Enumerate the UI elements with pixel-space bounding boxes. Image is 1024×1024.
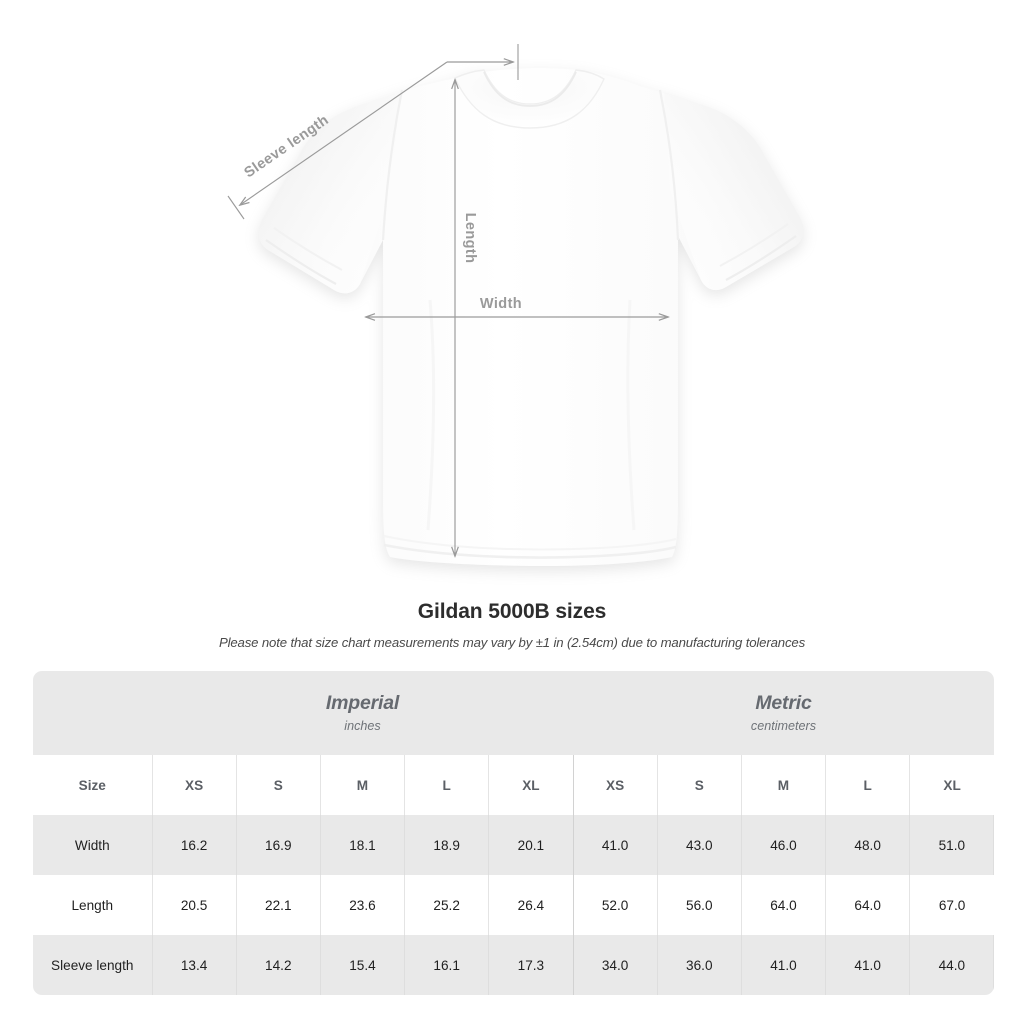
cell-width-metric-l: 48.0 <box>825 815 911 875</box>
cell-sleeve-imperial-s: 14.2 <box>236 935 321 995</box>
cell-length-imperial-xl: 26.4 <box>488 875 574 935</box>
cell-sleeve-imperial-l: 16.1 <box>404 935 490 995</box>
dimension-annotations <box>227 44 668 556</box>
size-header-imperial-s: S <box>236 755 321 815</box>
cell-sleeve-metric-xs: 34.0 <box>573 935 658 995</box>
cell-width-imperial-xl: 20.1 <box>488 815 574 875</box>
size-header-imperial-xs: XS <box>152 755 237 815</box>
cell-length-metric-xs: 52.0 <box>573 875 658 935</box>
unit-imperial-name: Imperial <box>325 691 400 714</box>
size-header-metric-s: S <box>657 755 742 815</box>
cell-sleeve-imperial-m: 15.4 <box>320 935 406 995</box>
size-chart-table: Imperial inches Metric centimeters Size … <box>33 671 995 995</box>
size-header-imperial-m: M <box>320 755 406 815</box>
cell-sleeve-metric-s: 36.0 <box>657 935 742 995</box>
cell-width-metric-m: 46.0 <box>741 815 827 875</box>
product-diagram: Sleeve length Length Width <box>227 44 804 566</box>
length-label: Length <box>462 213 478 264</box>
cell-length-imperial-m: 23.6 <box>320 875 406 935</box>
row-label-length: Length <box>33 875 153 935</box>
cell-sleeve-metric-m: 41.0 <box>741 935 827 995</box>
cell-length-metric-m: 64.0 <box>741 875 827 935</box>
sleeve-length-arrow <box>227 61 448 220</box>
title-block: Gildan 5000B sizes Please note that size… <box>0 600 1024 650</box>
cell-width-metric-s: 43.0 <box>657 815 742 875</box>
shoulder-arrow <box>447 44 519 80</box>
size-header-row: Size XS S M L XL XS S M L XL <box>33 755 994 815</box>
cell-width-imperial-s: 16.9 <box>236 815 321 875</box>
cell-length-metric-xl: 67.0 <box>909 875 994 935</box>
table-row: Sleeve length 13.4 14.2 15.4 16.1 17.3 3… <box>33 935 995 995</box>
cell-length-imperial-l: 25.2 <box>404 875 490 935</box>
cell-sleeve-metric-l: 41.0 <box>825 935 911 995</box>
unit-metric-cell: Metric centimeters <box>573 671 994 755</box>
size-header-label: Size <box>33 755 153 815</box>
tolerance-note: Please note that size chart measurements… <box>218 635 806 650</box>
unit-imperial-sub: inches <box>344 719 381 734</box>
size-chart-table-container: Imperial inches Metric centimeters Size … <box>33 671 995 995</box>
row-label-width: Width <box>33 815 153 875</box>
size-header-metric-xs: XS <box>573 755 658 815</box>
cell-width-metric-xs: 41.0 <box>573 815 658 875</box>
cell-sleeve-imperial-xs: 13.4 <box>152 935 237 995</box>
width-label: Width <box>480 296 522 312</box>
cell-sleeve-metric-xl: 44.0 <box>909 935 995 995</box>
unit-banner-row: Imperial inches Metric centimeters <box>33 671 994 755</box>
cell-length-imperial-s: 22.1 <box>236 875 321 935</box>
unit-metric-sub: centimeters <box>750 719 817 734</box>
table-row: Length 20.5 22.1 23.6 25.2 26.4 52.0 56.… <box>33 875 994 935</box>
cell-width-imperial-l: 18.9 <box>404 815 490 875</box>
size-header-metric-xl: XL <box>909 755 994 815</box>
table-row: Width 16.2 16.9 18.1 18.9 20.1 41.0 43.0… <box>33 815 995 875</box>
size-header-imperial-xl: XL <box>488 755 574 815</box>
row-label-sleeve-length: Sleeve length <box>33 935 153 995</box>
size-header-imperial-l: L <box>404 755 490 815</box>
unit-banner-spacer <box>33 671 152 755</box>
cell-sleeve-imperial-xl: 17.3 <box>488 935 574 995</box>
cell-width-imperial-m: 18.1 <box>320 815 406 875</box>
size-header-metric-m: M <box>741 755 827 815</box>
cell-length-metric-s: 56.0 <box>657 875 742 935</box>
cell-length-imperial-xs: 20.5 <box>152 875 237 935</box>
page-title: Gildan 5000B sizes <box>417 600 607 623</box>
cell-width-metric-xl: 51.0 <box>909 815 995 875</box>
cell-width-imperial-xs: 16.2 <box>152 815 237 875</box>
unit-imperial-cell: Imperial inches <box>152 671 573 755</box>
unit-metric-name: Metric <box>755 691 812 714</box>
size-header-metric-l: L <box>825 755 911 815</box>
cell-length-metric-l: 64.0 <box>825 875 911 935</box>
